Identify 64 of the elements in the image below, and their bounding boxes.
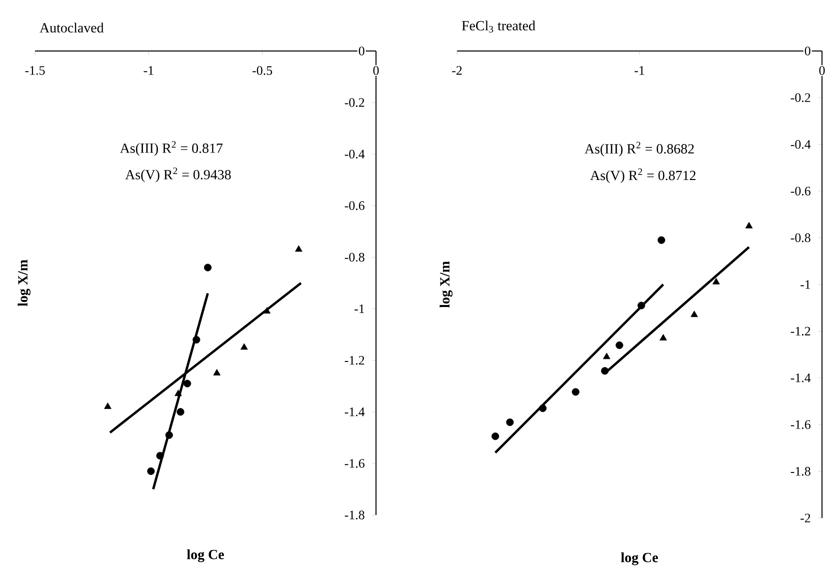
point [192,336,200,344]
point [712,278,720,284]
x-axis-title: log Ce [620,552,658,566]
y-tick-label: -1.6 [790,420,810,429]
annotation: As(III) R$^{2}$ = 0.817 [120,141,223,156]
x-tick-label: 0 [819,66,825,75]
y-tick-label: -0.2 [790,93,810,102]
y-tick-label: -1 [800,280,810,289]
point [506,418,514,426]
chart-title: FeCl$_{3}$ treated [462,20,536,33]
point [240,343,248,350]
point [572,388,580,396]
x-tick-label: -1.5 [25,66,45,75]
point [616,341,624,349]
y-tick-label: -1.2 [344,356,364,365]
point [660,334,667,340]
x-tick-label: -2 [452,66,462,75]
point [174,390,182,396]
y-tick-label: -1.6 [344,459,364,468]
y-tick-label: -1.4 [344,408,365,416]
x-tick-label: -1 [144,66,154,75]
y-tick-label: -1.2 [790,326,810,336]
point [165,431,173,439]
y-tick-label: -1.8 [790,466,810,476]
point [638,302,646,310]
point [492,432,500,440]
y-tick-label: -2 [800,514,810,522]
point [745,222,753,228]
annotation: As(V) R$^{2}$ = 0.8712 [590,168,696,184]
point [538,404,547,412]
point [263,307,271,314]
y-tick-label: -0.4 [790,140,811,149]
y-tick-label: -0.6 [344,201,364,210]
y-tick-label: -0.4 [344,150,365,159]
y-tick-label: -1.4 [790,374,811,382]
y-tick-label: -1 [354,304,364,314]
x-tick-label: -0.5 [252,66,272,75]
point [104,402,112,409]
y-tick-label: -1.8 [344,510,364,520]
point [690,310,698,318]
annotation: As(V) R$^{2}$ = 0.9438 [125,168,231,182]
y-tick-label: -0.8 [344,252,364,262]
x-axis-title: log Ce [186,549,224,562]
y-axis-title: log X/m [18,260,30,306]
point [176,408,184,416]
point [658,236,666,244]
y-tick-label: 0 [358,46,364,56]
y-tick-label: -0.2 [344,98,364,107]
point [213,369,221,376]
y-tick-label: -0.6 [790,186,810,196]
point [603,352,610,360]
point [147,467,155,475]
x-tick-label: 0 [373,66,379,75]
y-tick-label: 0 [804,46,810,56]
point [601,367,609,375]
point [295,245,302,252]
point [204,264,212,272]
annotation: As(III) R$^{2}$ = 0.8682 [584,142,694,156]
point [184,380,192,388]
y-tick-label: -0.8 [790,233,810,242]
x-tick-label: -1 [634,66,644,75]
point [156,452,164,460]
chart-title: Autoclaved [40,22,104,33]
y-axis-title: log X/m [440,261,452,308]
